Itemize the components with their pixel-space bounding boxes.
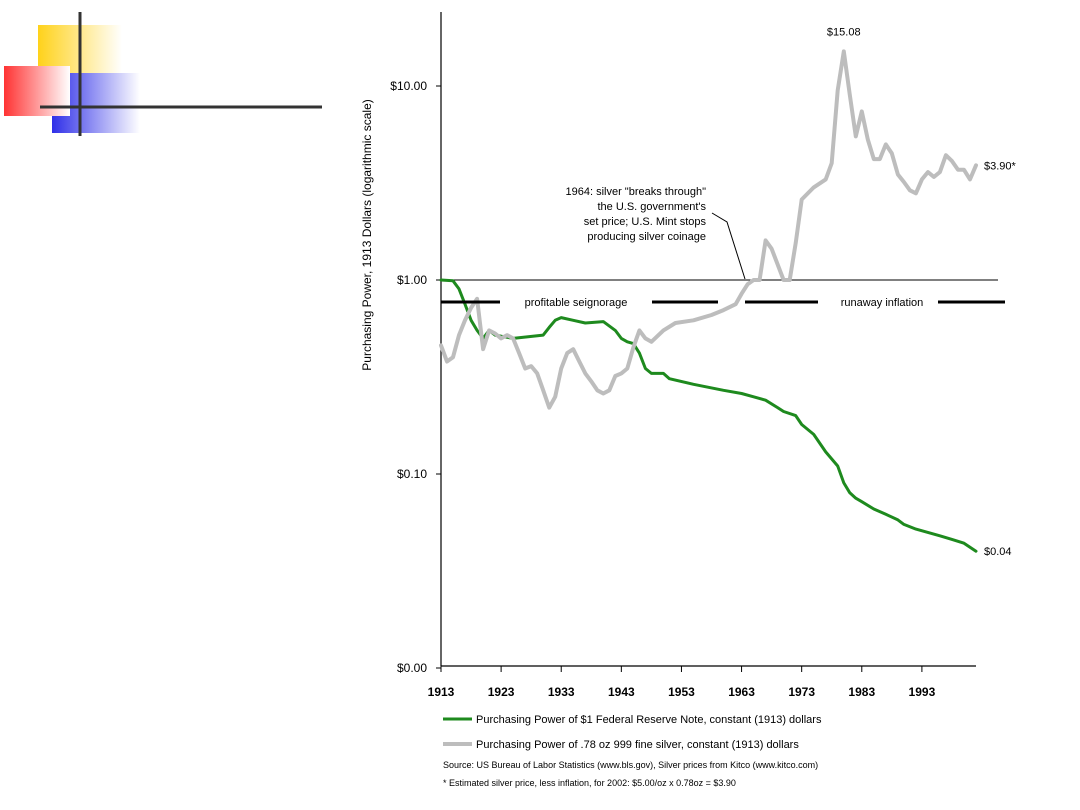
callout-leader xyxy=(711,212,746,280)
legend-label-fed-note: Purchasing Power of $1 Federal Reserve N… xyxy=(476,714,822,726)
x-tick-label: 1933 xyxy=(548,685,575,699)
y-tick-label: $0.10 xyxy=(397,467,427,481)
x-tick-label: 1993 xyxy=(909,685,936,699)
series-layer xyxy=(439,49,978,553)
slide-decoration xyxy=(4,12,322,136)
x-tick-label: 1953 xyxy=(668,685,695,699)
series-line-fed-note xyxy=(439,278,978,553)
x-tick-label: 1923 xyxy=(488,685,515,699)
legend-label-silver: Purchasing Power of .78 oz 999 fine silv… xyxy=(476,739,799,751)
y-axis-label: Purchasing Power, 1913 Dollars (logarith… xyxy=(360,99,374,370)
callout-line: set price; U.S. Mint stops xyxy=(584,216,707,228)
x-tick-label: 1913 xyxy=(428,685,455,699)
estimate-note: * Estimated silver price, less inflation… xyxy=(443,778,736,788)
callout-line: the U.S. government's xyxy=(598,201,707,213)
series-line-silver xyxy=(439,49,978,410)
value-label: $15.08 xyxy=(827,26,861,38)
x-tick-label: 1963 xyxy=(728,685,755,699)
period-label-inflation: runaway inflation xyxy=(841,297,924,309)
x-tick-label: 1983 xyxy=(848,685,875,699)
y-tick-label: $0.00 xyxy=(397,661,427,675)
period-label-seignorage: profitable seignorage xyxy=(525,297,628,309)
y-tick-label: $1.00 xyxy=(397,273,427,287)
x-tick-label: 1973 xyxy=(788,685,815,699)
source-note: Source: US Bureau of Labor Statistics (w… xyxy=(443,760,818,770)
callout-line: producing silver coinage xyxy=(587,231,706,243)
callout-line: 1964: silver "breaks through" xyxy=(566,186,707,198)
x-tick-label: 1943 xyxy=(608,685,635,699)
y-tick-label: $10.00 xyxy=(390,79,427,93)
value-label: $3.90* xyxy=(984,160,1017,172)
value-label: $0.04 xyxy=(984,546,1012,558)
annotations: $15.08 $3.90* $0.04 1964: silver "breaks th… xyxy=(441,26,1017,558)
